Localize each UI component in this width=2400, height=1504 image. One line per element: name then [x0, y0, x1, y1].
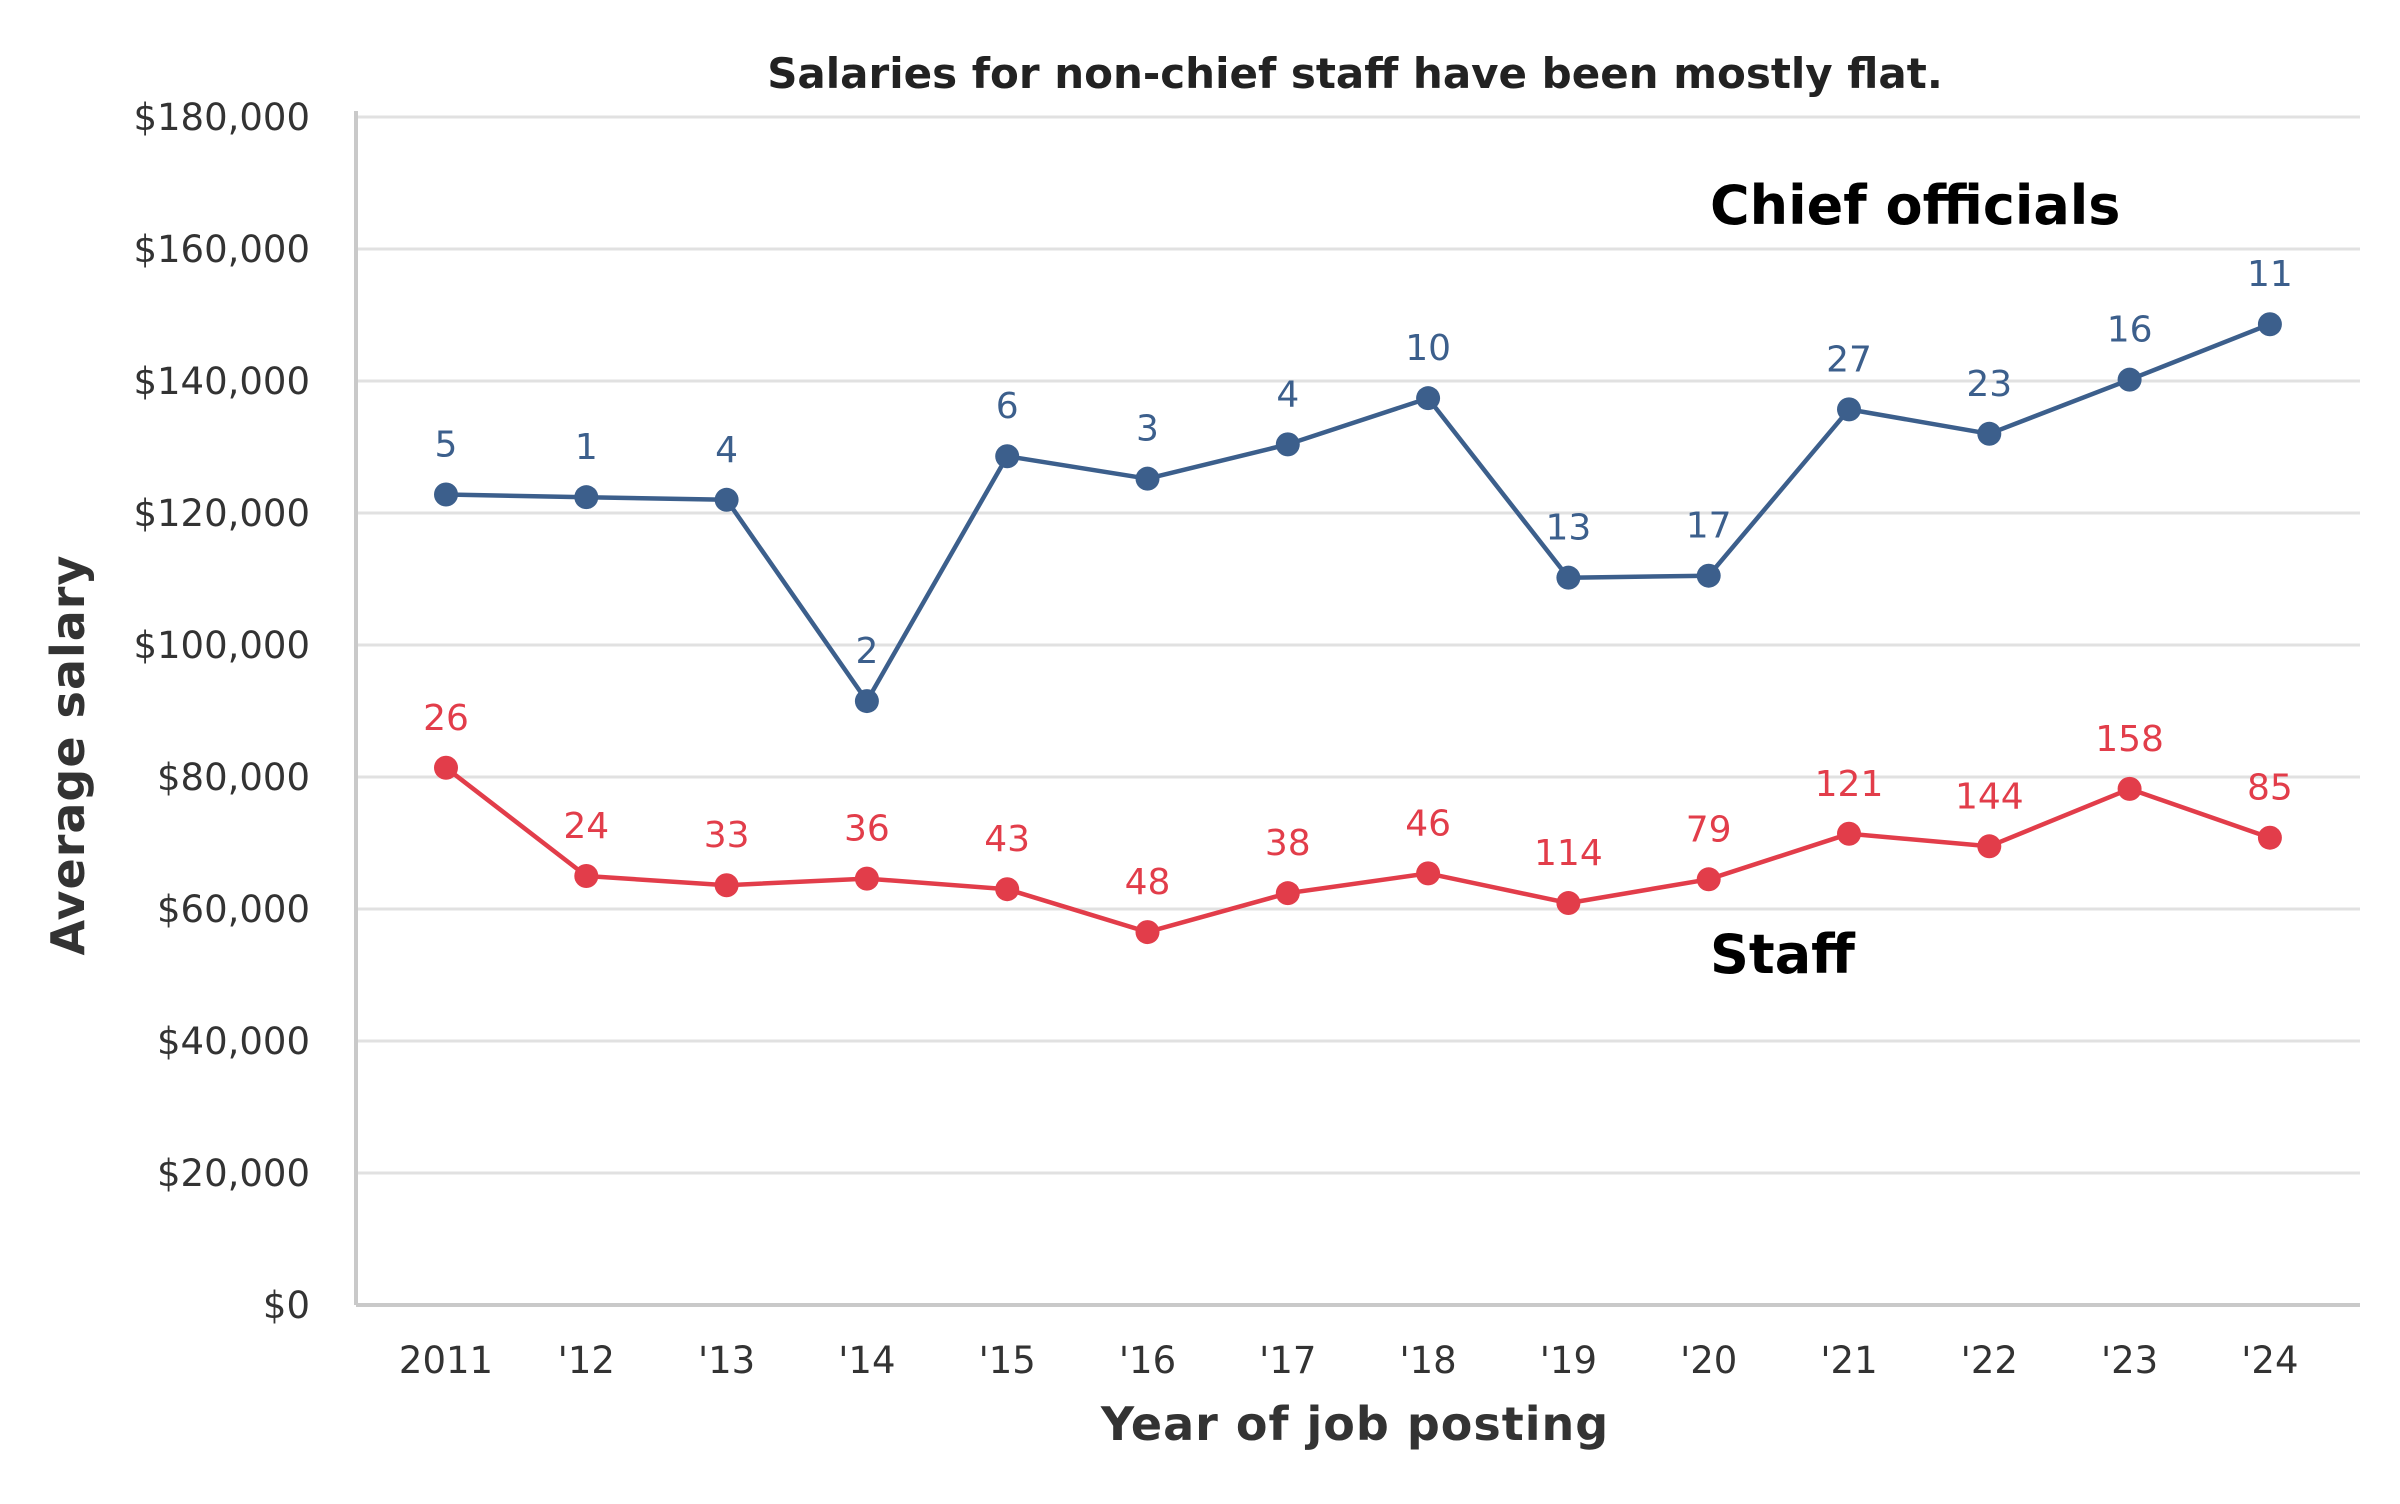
data-point	[1135, 920, 1160, 945]
x-tick-label: 2011	[399, 1339, 493, 1382]
data-point	[995, 877, 1020, 902]
data-point	[714, 487, 739, 512]
data-label: 144	[1955, 776, 2024, 817]
series-name-staff: Staff	[1710, 923, 1856, 986]
data-label: 46	[1405, 803, 1451, 844]
data-point	[1556, 565, 1581, 590]
y-tick-label: $20,000	[157, 1152, 310, 1195]
series-line-chief-officials	[445, 322, 2271, 704]
data-label: 79	[1686, 809, 1732, 850]
x-tick-labels: 2011 '12 '13 '14 '15 '16 '17 '18 '19 '20 '21 '22 '23…	[399, 1339, 2299, 1382]
data-label: 121	[1815, 764, 1884, 805]
series-chief-officials: 5 1 4 2 6 3 4 10 13 17 27 23 16 11	[434, 254, 2293, 714]
data-point	[714, 873, 739, 898]
axes	[354, 111, 2360, 1307]
data-point	[2117, 776, 2142, 801]
data-label: 27	[1826, 339, 1872, 380]
chart-title: Salaries for non-chief staff have been m…	[767, 49, 1943, 98]
y-tick-label: $100,000	[133, 624, 310, 667]
x-axis-title: Year of job posting	[1100, 1397, 1609, 1451]
data-point	[1696, 563, 1721, 588]
data-label: 4	[1276, 374, 1299, 415]
x-tick-label: '23	[2101, 1339, 2158, 1382]
gridlines	[356, 115, 2360, 1175]
data-label: 114	[1534, 833, 1603, 874]
x-tick-label: '19	[1540, 1339, 1597, 1382]
data-label: 1	[575, 427, 598, 468]
x-tick-label: '18	[1399, 1339, 1456, 1382]
data-label: 43	[984, 819, 1030, 860]
data-point	[1416, 386, 1441, 411]
data-point	[434, 755, 458, 780]
data-label: 6	[996, 386, 1019, 427]
data-label: 3	[1136, 409, 1159, 450]
data-label: 4	[715, 430, 738, 471]
y-tick-label: $60,000	[157, 888, 310, 931]
y-tick-label: $120,000	[133, 492, 310, 535]
y-tick-labels: $0 $20,000 $40,000 $60,000 $80,000 $100,000 $1…	[133, 96, 310, 1327]
data-point	[1696, 867, 1721, 892]
series-name-chief-officials: Chief officials	[1710, 174, 2120, 237]
data-point	[1135, 466, 1160, 491]
y-tick-label: $160,000	[133, 228, 310, 271]
data-label: 85	[2247, 768, 2293, 809]
data-point	[1977, 834, 2002, 859]
data-point	[1275, 432, 1300, 457]
data-point	[2257, 312, 2282, 337]
data-label: 158	[2095, 719, 2164, 760]
x-tick-label: '14	[838, 1339, 895, 1382]
data-point	[2117, 367, 2142, 392]
data-label: 11	[2247, 254, 2293, 295]
x-tick-label: '24	[2241, 1339, 2298, 1382]
data-point	[1416, 861, 1441, 886]
x-tick-label: '21	[1820, 1339, 1877, 1382]
x-tick-label: '17	[1259, 1339, 1316, 1382]
x-tick-label: '16	[1119, 1339, 1176, 1382]
data-point	[854, 866, 879, 891]
data-point	[1837, 821, 1861, 846]
data-label: 33	[704, 815, 750, 856]
data-label: 10	[1405, 328, 1451, 369]
data-point	[854, 689, 879, 714]
x-tick-label: '20	[1680, 1339, 1737, 1382]
data-point	[995, 444, 1020, 469]
x-tick-label: '12	[558, 1339, 615, 1382]
data-point	[2257, 825, 2282, 850]
data-label: 23	[1966, 364, 2012, 405]
data-label: 5	[435, 425, 458, 466]
y-tick-label: $80,000	[157, 756, 310, 799]
data-label: 48	[1125, 862, 1171, 903]
data-label: 2	[855, 631, 878, 672]
y-tick-label: $140,000	[133, 360, 310, 403]
data-label: 17	[1686, 506, 1732, 547]
data-point	[1275, 881, 1300, 906]
data-label: 16	[2107, 310, 2153, 351]
y-tick-label: $40,000	[157, 1020, 310, 1063]
data-point	[434, 482, 458, 507]
y-tick-label: $180,000	[133, 96, 310, 139]
data-point	[1837, 397, 1861, 422]
x-tick-label: '22	[1961, 1339, 2018, 1382]
y-tick-label: $0	[263, 1284, 310, 1327]
x-tick-label: '15	[979, 1339, 1036, 1382]
y-axis-title: Average salary	[41, 555, 95, 956]
data-point	[1977, 421, 2002, 446]
series-line-staff	[444, 766, 2271, 935]
data-label: 13	[1545, 508, 1591, 549]
data-label: 36	[844, 809, 890, 850]
data-point	[1556, 891, 1581, 916]
data-point	[574, 864, 599, 888]
series-staff: 26 24 33 36 43 48 38 46 114 79 121 144 158 85	[423, 698, 2293, 945]
data-label: 26	[423, 698, 469, 739]
x-tick-label: '13	[698, 1339, 755, 1382]
data-label: 24	[563, 806, 609, 847]
data-label: 38	[1265, 823, 1311, 864]
data-point	[574, 485, 599, 510]
